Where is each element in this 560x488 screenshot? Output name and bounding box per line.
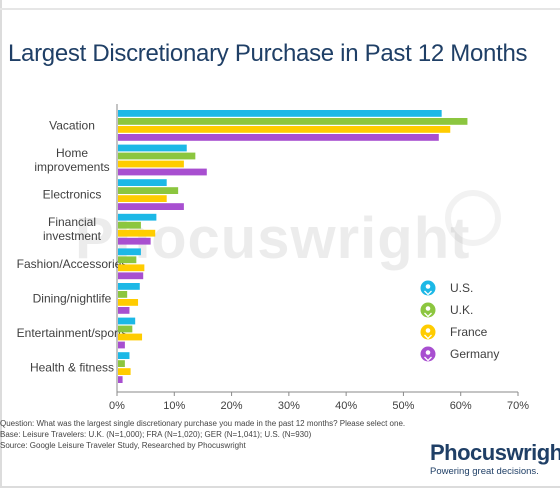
x-tick-label: 20% bbox=[221, 400, 243, 412]
x-tick-label: 60% bbox=[450, 400, 472, 412]
chart-title: Largest Discretionary Purchase in Past 1… bbox=[8, 40, 528, 67]
bar-uk bbox=[118, 360, 125, 367]
bar-uk bbox=[118, 325, 133, 333]
legend-marker-pin bbox=[424, 290, 432, 296]
legend-label: U.K. bbox=[450, 303, 473, 317]
footnotes: Question: What was the largest single di… bbox=[0, 418, 405, 451]
footnote-question: Question: What was the largest single di… bbox=[0, 419, 406, 428]
legend-marker-pin bbox=[424, 334, 432, 340]
bar-us bbox=[118, 283, 140, 290]
legend-label: France bbox=[450, 325, 488, 339]
footnote-source: Source: Google Leisure Traveler Study, R… bbox=[0, 441, 246, 450]
category-label: Fashion/Accessories bbox=[17, 257, 128, 271]
bar-germany bbox=[118, 134, 439, 141]
footnote-base: Base: Leisure Travelers: U.K. (N=1,000);… bbox=[0, 430, 312, 439]
category-label: Electronics bbox=[43, 188, 102, 202]
bar-us bbox=[118, 352, 130, 359]
bar-france bbox=[118, 229, 156, 237]
bar-france bbox=[118, 264, 145, 272]
legend-marker-dot bbox=[425, 306, 431, 311]
category-label: Home bbox=[56, 146, 88, 160]
bar-us bbox=[118, 110, 442, 117]
bar-us bbox=[118, 179, 167, 186]
legend-marker-pin bbox=[424, 312, 432, 318]
bar-germany bbox=[118, 341, 125, 349]
bar-us bbox=[118, 144, 187, 152]
bar-france bbox=[118, 126, 451, 133]
bar-uk bbox=[118, 221, 141, 229]
legend-marker-dot bbox=[425, 328, 431, 333]
bar-germany bbox=[118, 307, 130, 314]
x-tick-label: 0% bbox=[109, 400, 125, 412]
x-tick-label: 30% bbox=[278, 400, 300, 412]
bar-france bbox=[118, 160, 184, 168]
watermark-ring bbox=[445, 190, 501, 246]
bar-uk bbox=[118, 256, 137, 264]
bar-uk bbox=[118, 118, 468, 125]
brand-name: Phocuswright bbox=[430, 440, 560, 465]
x-tick-label: 50% bbox=[392, 400, 414, 412]
category-label: Dining/nightlife bbox=[33, 291, 112, 305]
bar-germany bbox=[118, 168, 207, 176]
category-label: investment bbox=[43, 229, 102, 243]
top-divider bbox=[0, 8, 560, 10]
legend-marker-dot bbox=[425, 350, 431, 355]
legend-marker-dot bbox=[425, 284, 431, 289]
bar-germany bbox=[118, 376, 123, 383]
category-label: Entertainment/sports bbox=[17, 326, 128, 340]
x-tick-label: 10% bbox=[163, 400, 185, 412]
category-label: Vacation bbox=[49, 118, 95, 132]
bar-germany bbox=[118, 203, 184, 210]
bar-us bbox=[118, 317, 136, 325]
brand-logo: Phocuswright Powering great decisions. bbox=[430, 440, 560, 477]
bar-us bbox=[118, 248, 141, 256]
bar-germany bbox=[118, 272, 144, 280]
x-tick-label: 70% bbox=[507, 400, 529, 412]
bar-uk bbox=[118, 152, 196, 160]
legend-marker-pin bbox=[424, 356, 432, 362]
legend-label: Germany bbox=[450, 347, 499, 361]
bar-germany bbox=[118, 237, 151, 245]
bar-us bbox=[118, 213, 157, 221]
category-label: Financial bbox=[48, 215, 96, 229]
category-label: Health & fitness bbox=[30, 361, 114, 375]
bar-uk bbox=[118, 187, 179, 194]
bar-france bbox=[118, 299, 139, 306]
legend-label: U.S. bbox=[450, 281, 473, 295]
bar-france bbox=[118, 333, 143, 341]
bar-uk bbox=[118, 291, 128, 298]
bar-chart: 0% 10% 20% 30% 40% 50% 60% 70% Vacation Homeimpro… bbox=[17, 104, 529, 412]
x-tick-label: 40% bbox=[335, 400, 357, 412]
bar-france bbox=[118, 195, 167, 202]
brand-tagline: Powering great decisions. bbox=[430, 466, 539, 477]
bar-france bbox=[118, 368, 131, 375]
category-label: improvements bbox=[34, 160, 109, 174]
